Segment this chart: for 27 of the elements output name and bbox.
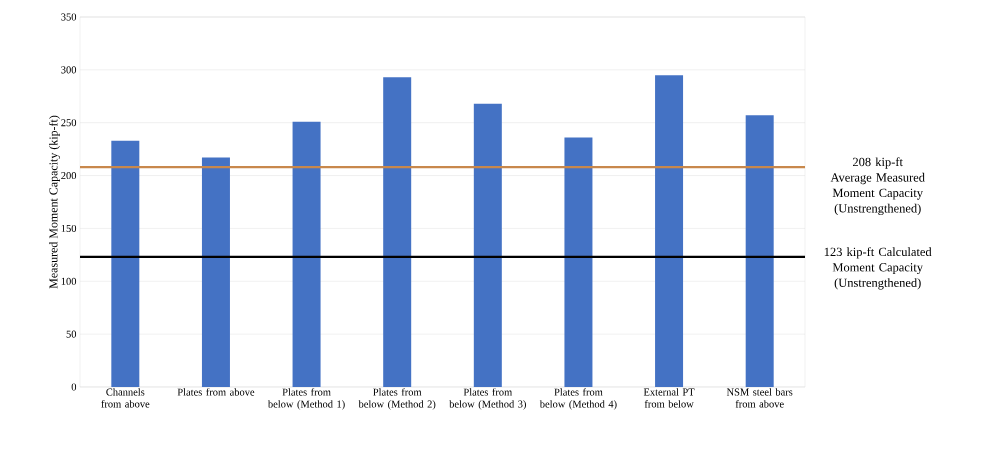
ref-line-label: 123 kip-ft Calculated Moment Capacity (Unstrengthened) [824, 247, 932, 290]
x-tick-label: Plates from below (Method 1) [267, 388, 345, 410]
y-tick-label: 250 [61, 119, 77, 127]
x-tick-label: Plates from below (Method 2) [358, 388, 436, 410]
y-tick-label: 50 [66, 330, 77, 338]
bar [111, 140, 140, 387]
x-tick-label: External PT from below [643, 388, 695, 408]
bar [655, 75, 684, 387]
y-tick-label: 150 [61, 224, 77, 232]
x-tick-label: Plates from below (Method 3) [449, 388, 526, 410]
x-tick-label: Plates from above [177, 388, 255, 396]
y-axis-title: Measured Moment Capacity (kip-ft) [48, 115, 60, 289]
y-tick-label: 350 [61, 13, 77, 21]
y-tick-label: 100 [61, 277, 77, 285]
bar [201, 157, 230, 387]
bar [745, 115, 774, 387]
x-tick-label: Channels from above [101, 388, 150, 408]
ref-line-label: 208 kip-ft Average Measured Moment Capacity (Unstrengthened) [830, 157, 925, 216]
bar [564, 137, 593, 387]
y-tick-label: 200 [61, 172, 77, 180]
y-tick-label: 0 [71, 383, 77, 391]
y-tick-label: 300 [61, 66, 77, 74]
bar [292, 121, 321, 387]
bar [383, 77, 412, 387]
x-tick-label: Plates from below (Method 4) [539, 388, 617, 410]
x-tick-label: NSM steel bars from above [726, 388, 793, 408]
bar [473, 103, 502, 387]
